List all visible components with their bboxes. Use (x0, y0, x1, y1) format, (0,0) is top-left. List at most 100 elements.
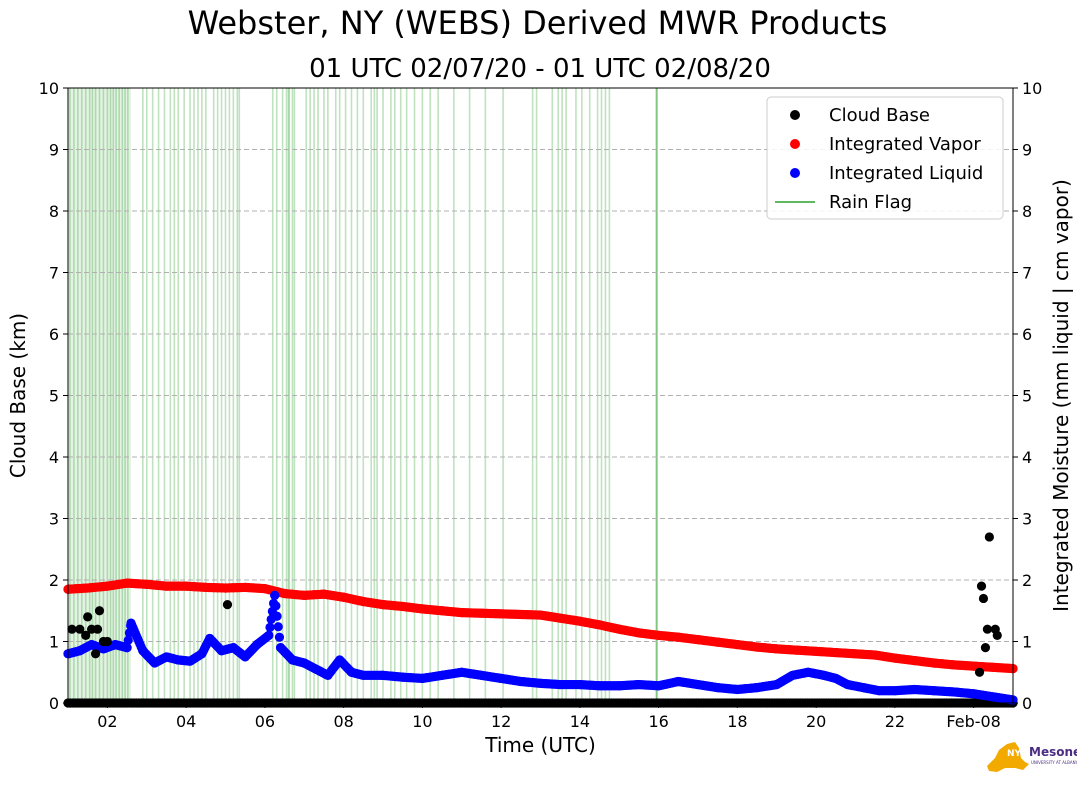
cloud-base-point (81, 630, 91, 640)
liquid-point (476, 670, 487, 680)
liquid-point (173, 655, 183, 665)
cloud-base-point (92, 624, 103, 634)
vapor-point (732, 639, 742, 650)
y-axis-label-right: Integrated Moisture (mm liquid | cm vapo… (1049, 179, 1073, 612)
vapor-point (496, 609, 506, 619)
liquid-point (787, 670, 798, 680)
x-tick-label: 04 (176, 712, 196, 731)
liquid-point (150, 658, 160, 668)
vapor-point (634, 628, 644, 638)
y-tick-label-left: 3 (49, 510, 59, 529)
liquid-point (378, 670, 388, 680)
y-tick-label-right: 0 (1022, 694, 1032, 713)
cloud-base-point (992, 630, 1002, 640)
y-tick-label-right: 3 (1022, 510, 1032, 529)
y-tick-label-right: 2 (1022, 571, 1032, 590)
liquid-point (693, 679, 703, 690)
liquid-point (654, 681, 664, 691)
series-layer (63, 532, 1018, 708)
liquid-point (197, 649, 207, 659)
cloud-base-point (102, 636, 112, 647)
vapor-point (594, 620, 605, 630)
legend-label: Integrated Vapor (829, 134, 981, 155)
y-axis-label-left: Cloud Base (km) (6, 313, 30, 478)
legend: Cloud Base Integrated Vapor Integrated Liq… (766, 96, 1004, 220)
vapor-point (299, 590, 309, 600)
liquid-point (969, 689, 979, 699)
cloud-base-point (974, 667, 985, 677)
vapor-point (417, 604, 427, 614)
vapor-point (476, 608, 487, 618)
vapor-point (752, 642, 762, 652)
x-tick-label: 16 (648, 712, 668, 731)
vapor-point (83, 583, 93, 593)
x-tick-label: 14 (570, 712, 590, 731)
chart-title: Webster, NY (WEBS) Derived MWR Products (187, 4, 888, 42)
y-tick-label-left: 2 (49, 571, 59, 590)
vapor-point (831, 647, 841, 658)
liquid-point (270, 590, 280, 600)
legend-swatch (790, 139, 800, 149)
y-tick-label-right: 4 (1022, 448, 1032, 467)
vapor-point (378, 600, 388, 610)
liquid-point (594, 681, 605, 691)
liquid-point (909, 684, 920, 695)
vapor-point (772, 644, 782, 654)
liquid-point (803, 667, 813, 677)
liquid-point (323, 670, 333, 680)
liquid-point (346, 667, 357, 677)
x-tick-label: 18 (727, 712, 747, 731)
liquid-point (271, 601, 281, 611)
cloud-base-point (980, 643, 991, 653)
liquid-point (126, 618, 136, 628)
cloud-base-point (984, 532, 994, 542)
nys-mesonet-logo: MesonetNYSUNIVERSITY AT ALBANY (985, 738, 1087, 774)
vapor-point (358, 596, 368, 607)
vapor-point (437, 606, 447, 616)
vapor-point (260, 584, 270, 594)
vapor-point (791, 645, 802, 655)
liquid-point (732, 684, 742, 695)
vapor-point (870, 650, 880, 660)
liquid-point (874, 686, 884, 696)
y-tick-label-left: 9 (49, 141, 59, 160)
liquid-point (252, 639, 262, 650)
vapor-point (693, 635, 703, 645)
vapor-point (575, 616, 585, 626)
liquid-point (673, 676, 683, 687)
liquid-point (949, 687, 959, 697)
x-axis-label: Time (UTC) (484, 733, 596, 757)
liquid-point (772, 679, 782, 690)
cloud-base-point (75, 624, 85, 634)
liquid-point (274, 632, 285, 642)
legend-box (766, 96, 1004, 220)
liquid-point (122, 643, 132, 653)
liquid-point (311, 664, 321, 674)
vapor-point (220, 583, 231, 593)
x-tick-label: 12 (491, 712, 511, 731)
liquid-point (752, 683, 762, 693)
liquid-point (858, 683, 868, 693)
y-tick-label-left: 5 (49, 387, 59, 406)
vapor-point (516, 609, 526, 620)
liquid-point (358, 670, 368, 680)
vapor-point (279, 588, 290, 599)
liquid-point (273, 622, 283, 632)
liquid-point (265, 622, 275, 632)
liquid-point (634, 679, 644, 690)
cloud-base-point (90, 649, 101, 659)
vapor-point (850, 649, 861, 659)
liquid-point (98, 644, 109, 654)
liquid-point (929, 686, 939, 696)
liquid-point (496, 673, 506, 684)
y-tick-label-left: 4 (49, 448, 59, 467)
vapor-point (713, 637, 723, 647)
liquid-point (417, 673, 427, 684)
y-tick-label-right: 7 (1022, 264, 1032, 283)
y-tick-label-right: 10 (1022, 79, 1042, 98)
x-tick-label: 20 (806, 712, 826, 731)
vapor-point (161, 581, 172, 591)
liquid-point (457, 667, 467, 677)
liquid-point (335, 655, 345, 665)
y-tick-label-left: 6 (49, 325, 59, 344)
